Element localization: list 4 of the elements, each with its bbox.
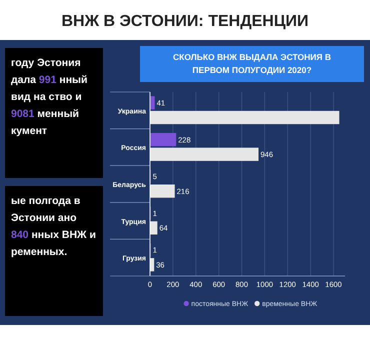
chart-subtitle: СКОЛЬКО ВНЖ ВЫДАЛА ЭСТОНИЯ В ПЕРВОМ ПОЛУГОДИИ 2020? bbox=[173, 52, 331, 75]
text: году Эстония дала 991 нный вид на ство и 9081 менный кумент bbox=[11, 57, 88, 137]
text: ые полгода в Эстонии ано 840 нных ВНЖ и ременных. bbox=[11, 195, 96, 258]
chart-title: ВНЖ В ЭСТОНИИ: ТЕНДЕНЦИИ bbox=[61, 13, 309, 30]
